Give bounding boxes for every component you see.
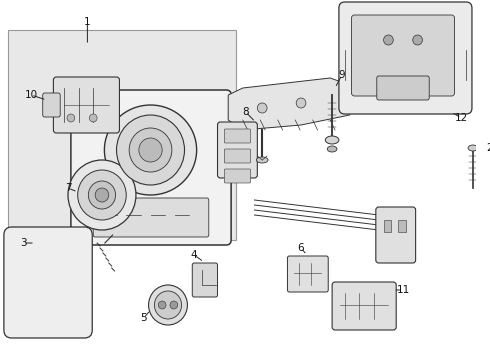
Ellipse shape — [327, 146, 337, 152]
Circle shape — [158, 301, 166, 309]
Circle shape — [68, 160, 136, 230]
FancyBboxPatch shape — [332, 282, 396, 330]
Text: 10: 10 — [24, 90, 38, 100]
Ellipse shape — [325, 136, 339, 144]
Text: 5: 5 — [141, 313, 147, 323]
Text: 4: 4 — [191, 250, 197, 260]
Text: 6: 6 — [298, 243, 304, 253]
FancyBboxPatch shape — [71, 90, 231, 245]
Polygon shape — [228, 78, 349, 130]
Circle shape — [117, 115, 185, 185]
FancyBboxPatch shape — [351, 15, 454, 96]
FancyBboxPatch shape — [43, 93, 60, 117]
Circle shape — [67, 114, 75, 122]
Ellipse shape — [468, 145, 478, 151]
FancyBboxPatch shape — [288, 256, 328, 292]
FancyBboxPatch shape — [224, 169, 250, 183]
Circle shape — [413, 35, 422, 45]
Ellipse shape — [104, 105, 196, 195]
FancyBboxPatch shape — [192, 263, 218, 297]
FancyBboxPatch shape — [93, 198, 209, 237]
Circle shape — [78, 170, 126, 220]
FancyBboxPatch shape — [224, 129, 250, 143]
Circle shape — [296, 98, 306, 108]
Circle shape — [384, 35, 393, 45]
FancyBboxPatch shape — [4, 227, 92, 338]
FancyBboxPatch shape — [218, 122, 257, 178]
Text: 2: 2 — [486, 143, 490, 153]
Bar — [398, 220, 406, 232]
Circle shape — [89, 114, 97, 122]
Circle shape — [154, 291, 182, 319]
Circle shape — [88, 181, 116, 209]
Circle shape — [257, 103, 267, 113]
Text: 12: 12 — [455, 113, 468, 123]
FancyBboxPatch shape — [224, 149, 250, 163]
Text: 7: 7 — [65, 183, 71, 193]
Bar — [384, 220, 392, 232]
Circle shape — [95, 188, 109, 202]
Bar — [8, 30, 236, 240]
FancyBboxPatch shape — [377, 76, 429, 100]
Ellipse shape — [256, 157, 268, 163]
FancyBboxPatch shape — [339, 2, 472, 114]
Circle shape — [129, 128, 172, 172]
Circle shape — [148, 285, 187, 325]
FancyBboxPatch shape — [53, 77, 120, 133]
Text: 3: 3 — [20, 238, 26, 248]
FancyBboxPatch shape — [376, 207, 416, 263]
Text: 8: 8 — [243, 107, 249, 117]
Text: 11: 11 — [396, 285, 410, 295]
Circle shape — [139, 138, 162, 162]
Circle shape — [170, 301, 178, 309]
Text: 1: 1 — [84, 17, 91, 27]
Text: 9: 9 — [339, 70, 345, 80]
